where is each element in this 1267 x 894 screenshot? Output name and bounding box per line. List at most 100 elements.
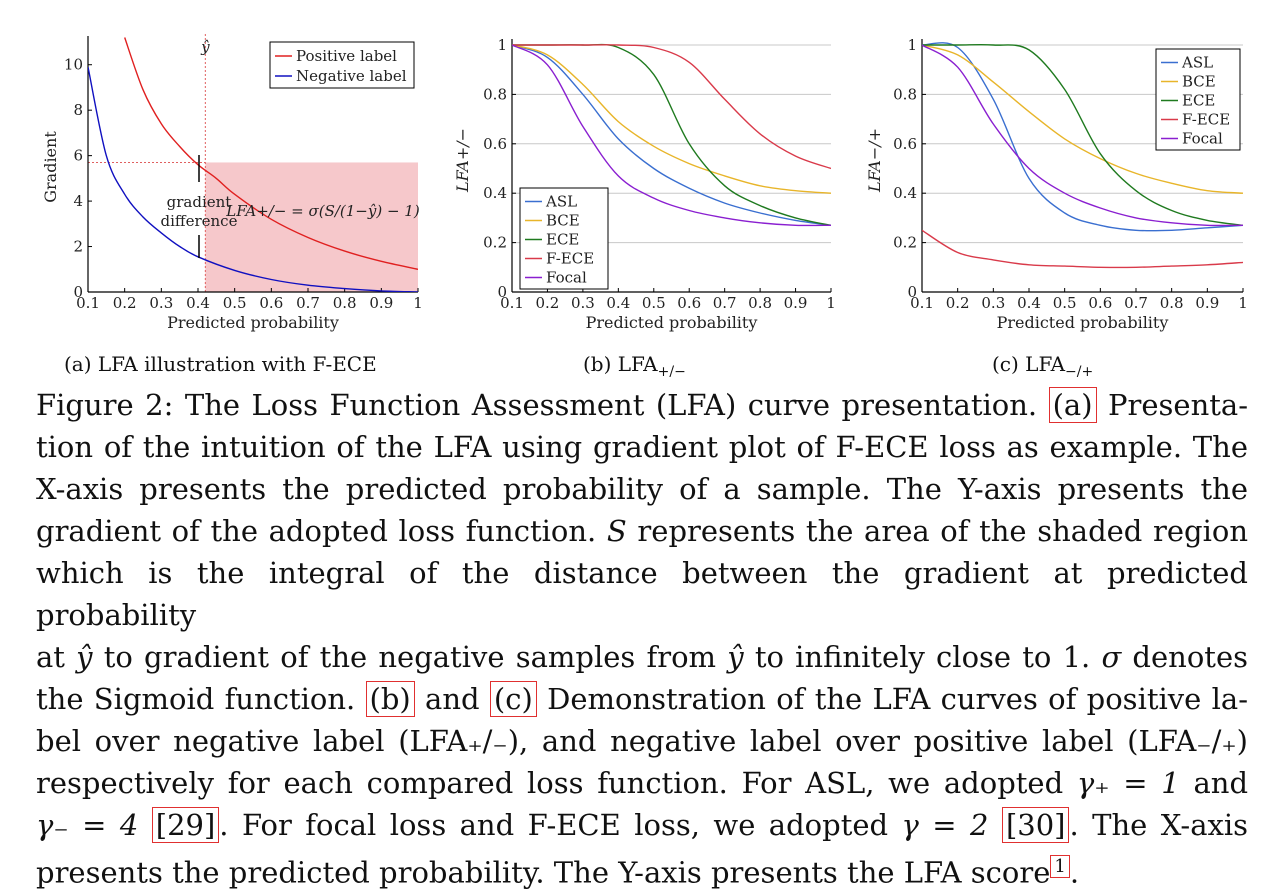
caption-reference-link[interactable]: [30] [1001,807,1070,843]
x-tick-label: 0.7 [713,294,737,312]
subcaption-a: (a) LFA illustration with F-ECE [64,352,377,376]
caption-text: Figure 2: The Loss Function Assessment (… [36,388,1049,422]
caption-math: S [606,514,627,548]
caption-line: at ŷ to gradient of the negative samples… [36,636,1248,678]
yhat-label: ŷ [200,38,210,56]
y-axis-label: Gradient [41,131,60,203]
legend-box [269,41,415,89]
x-tick-label: 0.1 [500,294,524,312]
subcaption-b: (b) LFA+/− [583,352,686,380]
x-tick-label: 0.6 [677,294,701,312]
caption-text: gradient of the adopted loss function. [36,514,607,548]
x-tick-label: 0.9 [784,294,808,312]
x-tick-label: 0.8 [333,294,357,312]
legend-entry: ASL [545,193,577,211]
caption-text: the Sigmoid function. [36,682,366,716]
legend-entry: Focal [1182,130,1223,148]
series-line-focal [922,44,1243,227]
series-line-negative-label [88,66,418,292]
caption-reference-link[interactable]: (b) [365,681,415,717]
caption-reference-link[interactable]: (c) [489,681,537,717]
y-tick-label: 10 [64,56,83,74]
caption-line: presents the predicted probability. The … [36,846,1248,894]
y-tick-label: 0.2 [893,234,917,252]
series-line-positive-label [124,37,418,270]
series-line-ece [922,43,1243,226]
caption-math: γ = 2 [901,808,989,842]
y-tick-label: 0.4 [483,184,507,202]
x-tick-label: 1 [413,294,423,312]
x-tick-label: 0.6 [1088,294,1112,312]
subcaption-b-main: (b) LFA [583,352,658,376]
figure-caption: Figure 2: The Loss Function Assessment (… [36,384,1248,894]
x-tick-label: 0.3 [571,294,595,312]
x-tick-label: 0.5 [223,294,247,312]
series-line-focal [512,44,831,227]
legend-entry: ECE [1182,92,1215,110]
caption-line: bel over negative label (LFA₊/₋), and ne… [36,720,1248,762]
y-tick-label: 6 [73,147,83,165]
caption-text: to gradient of the negative samples from [92,640,728,674]
x-tick-label: 0.1 [76,294,100,312]
y-tick-label: 2 [73,238,83,256]
panel-b-lfa-pos-neg: 0.1 0.2 0.3 0.4 0.5 0.6 0.7 0.8 0.9 1 0 0.2 0.4 0.6 0.… [453,36,836,332]
x-tick-label: 0.3 [149,294,173,312]
caption-line: Figure 2: The Loss Function Assessment (… [36,384,1248,426]
legend-entry: Positive label [296,47,397,65]
figure: 0.1 0.2 0.3 0.4 0.5 0.6 0.7 0.8 0.9 10246810Predi… [41,34,1248,332]
caption-math: σ [1101,640,1122,674]
series-line-bce [922,44,1243,194]
series-line-f-ece [922,229,1243,269]
y-axis-label: LFA+/− [453,128,472,193]
caption-line: tion of the intuition of the LFA using g… [36,426,1248,468]
caption-text: bel over negative label (LFA₊/₋), and ne… [36,724,1248,758]
caption-math: ŷ [727,640,744,674]
x-tick-label: 0.2 [946,294,970,312]
y-tick-label: 0.2 [483,234,507,252]
caption-reference-link[interactable]: 1 [1050,855,1070,878]
caption-text: at [36,640,77,674]
subcaption-c-main: (c) LFA [992,352,1066,376]
caption-line: respectively for each compared loss func… [36,762,1248,804]
x-tick-label: 0.4 [1017,294,1041,312]
subcaption-c-sub: −/+ [1065,364,1094,380]
subcaption-c: (c) LFA−/+ [992,352,1093,380]
caption-text: . The X-axis [1069,808,1248,842]
legend-entry: BCE [1182,73,1216,91]
x-axis-label: Predicted probability [167,313,339,332]
caption-text: . For focal loss and F-ECE loss, we adop… [219,808,902,842]
y-tick-label: 4 [73,192,83,210]
x-tick-label: 0.9 [1195,294,1219,312]
x-tick-label: 1 [826,294,836,312]
caption-text [989,808,1002,842]
x-tick-label: 0.6 [259,294,283,312]
caption-text: and [1179,766,1249,800]
x-tick-label: 0.9 [369,294,393,312]
y-tick-label: 0 [497,283,507,301]
x-tick-label: 0.5 [642,294,666,312]
x-tick-label: 0.3 [981,294,1005,312]
y-tick-label: 0 [907,283,917,301]
y-tick-label: 1 [497,36,507,54]
caption-reference-link[interactable]: (a) [1048,387,1097,423]
caption-line: the Sigmoid function. (b) and (c) Demons… [36,678,1248,720]
x-tick-label: 0.4 [186,294,210,312]
x-tick-label: 0.7 [1124,294,1148,312]
x-tick-label: 0.7 [296,294,320,312]
caption-text: X-axis presents the predicted probabilit… [36,472,1248,506]
x-axis-label: Predicted probability [586,313,758,332]
caption-text: respectively for each compared loss func… [36,766,1077,800]
caption-text: and [414,682,490,716]
y-tick-label: 0.8 [893,85,917,103]
y-tick-label: 0 [73,283,83,301]
caption-line: which is the integral of the distance be… [36,552,1248,636]
legend-entry: F-ECE [546,250,594,268]
caption-reference-link[interactable]: [29] [151,807,220,843]
x-tick-label: 0.2 [536,294,560,312]
legend-box [519,187,609,290]
annotation-gradient: gradient [167,193,232,211]
x-axis-label: Predicted probability [997,313,1169,332]
lfa-formula: LFA+/− = σ(S/(1−ŷ) − 1) [225,202,420,220]
legend-entry: BCE [546,212,580,230]
legend-entry: ECE [546,231,579,249]
